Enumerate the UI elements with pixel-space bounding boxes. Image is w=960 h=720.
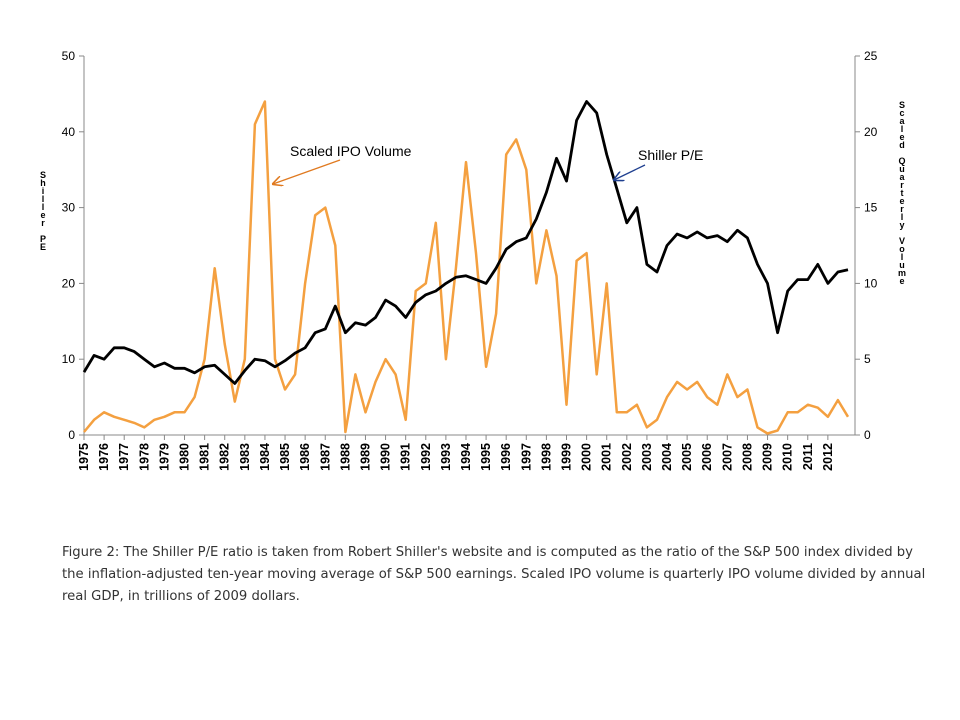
x-tick-label: 1975 [77,443,91,471]
x-tick-label: 2009 [761,443,775,471]
x-tick-label: 1980 [178,443,192,471]
x-tick-label: 1984 [258,443,272,471]
y2-tick-label: 5 [864,352,871,366]
x-tick-label: 2005 [680,443,694,471]
x-tick-label: 2002 [620,443,634,471]
y2-tick-label: 25 [864,49,878,63]
x-tick-label: 2004 [660,443,674,471]
annotation: Shiller P/E [638,147,703,163]
y-tick-label: 0 [68,428,75,442]
y-tick-label: 20 [62,276,76,290]
caption: Figure 2: The Shiller P/E ratio is taken… [62,545,926,604]
x-tick-label: 2006 [700,443,714,471]
x-tick-label: 2011 [801,443,815,470]
annotation-arrow [614,164,646,180]
x-tick-label: 1994 [459,443,473,471]
x-tick-label: 1997 [519,443,533,471]
x-tick-label: 1991 [399,443,413,471]
x-tick-label: 1979 [157,443,171,471]
x-tick-label: 1982 [218,443,232,471]
y2-tick-label: 10 [864,276,878,290]
y-tick-label: 40 [62,125,76,139]
annotation-arrow [273,159,341,184]
x-tick-label: 2000 [580,443,594,471]
series-line [82,100,849,385]
x-tick-label: 1983 [238,443,252,471]
x-tick-label: 2012 [821,443,835,471]
x-tick-label: 1981 [198,443,212,471]
x-tick-label: 2010 [781,443,795,471]
series-line [83,100,850,435]
y-tick-label: 30 [62,201,76,215]
x-tick-label: 1992 [419,443,433,471]
x-tick-label: 2007 [720,443,734,471]
x-tick-label: 1996 [499,443,513,471]
x-tick-label: 1976 [97,443,111,471]
x-tick-label: 1988 [338,443,352,471]
y-axis-label: Shiller PE [38,170,48,250]
y2-tick-label: 15 [864,201,878,215]
x-tick-label: 1995 [479,443,493,471]
x-tick-label: 2001 [600,443,614,471]
x-tick-label: 1989 [358,443,372,471]
x-tick-label: 1985 [278,443,292,471]
x-tick-label: 1999 [560,443,574,471]
x-tick-label: 1993 [439,443,453,471]
x-tick-label: 2008 [740,443,754,471]
y-tick-label: 10 [62,352,76,366]
x-tick-label: 1977 [117,443,131,471]
y2-axis-label: Scaled Quarterly Volume [897,100,907,284]
x-tick-label: 1987 [318,443,332,471]
x-tick-label: 2003 [640,443,654,471]
chart: 0 10 20 30 40 50 0 5 10 15 20 25 1975 1976 1977 1978 197… [38,49,907,471]
x-tick-label: 1998 [539,443,553,471]
y2-tick-label: 20 [864,125,878,139]
x-tick-label: 1990 [379,443,393,471]
annotation: Scaled IPO Volume [290,143,412,159]
x-tick-label: 1986 [298,443,312,471]
y-tick-label: 50 [62,49,76,63]
y2-tick-label: 0 [864,428,871,442]
x-tick-label: 1978 [137,443,151,471]
